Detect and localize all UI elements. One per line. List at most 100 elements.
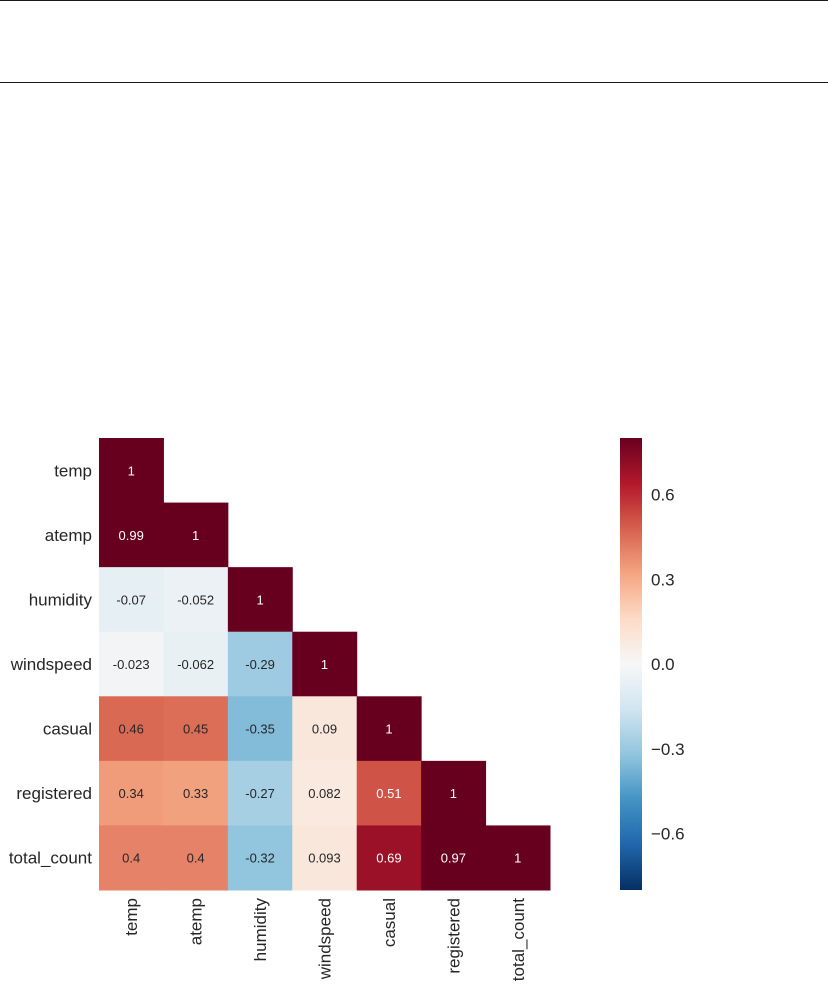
cell-annotation: 1 [128, 463, 135, 478]
cell-rect [227, 760, 293, 826]
y-tick-label: registered [16, 784, 92, 803]
heatmap-cell: 0.4 [99, 825, 164, 891]
bottom-rule [0, 82, 828, 83]
cell-annotation: 1 [450, 786, 457, 801]
y-tick-label: atemp [45, 526, 92, 545]
x-tick-label: atemp [187, 898, 206, 945]
x-tick-label: casual [380, 898, 399, 947]
cell-rect [356, 696, 422, 762]
x-axis-labels: temp atemp humidity windspeed casual register… [122, 898, 528, 982]
x-tick-label: windspeed [316, 898, 335, 980]
heatmap-cell: 0.51 [356, 760, 422, 826]
heatmap-cell: 0.093 [292, 825, 358, 891]
cell-annotation: 0.97 [441, 851, 466, 866]
cell-rect [227, 825, 293, 891]
cell-annotation: 0.09 [312, 722, 337, 737]
heatmap-cell: 1 [356, 696, 422, 762]
cell-rect [99, 502, 164, 568]
heatmap-cell: 1 [99, 438, 164, 504]
cell-annotation: 1 [385, 722, 392, 737]
heatmap-cell: -0.062 [163, 631, 229, 697]
colorbar-gradient [620, 438, 642, 890]
heatmap-cell: 0.082 [292, 760, 358, 826]
cell-rect [163, 567, 229, 633]
cell-annotation: -0.32 [245, 851, 275, 866]
cell-rect [421, 825, 487, 891]
heatmap-cell: 0.34 [99, 760, 164, 826]
cell-annotation: -0.023 [113, 657, 150, 672]
cell-annotation: -0.07 [116, 592, 146, 607]
colorbar: 0.6 0.3 0.0 −0.3 −0.6 [620, 438, 685, 890]
cell-rect [163, 631, 229, 697]
cell-annotation: -0.27 [245, 786, 275, 801]
cell-rect [227, 631, 293, 697]
heatmap-cell: -0.023 [99, 631, 164, 697]
cell-rect [99, 825, 164, 891]
cell-rect [292, 631, 358, 697]
cell-annotation: 0.69 [376, 851, 401, 866]
y-tick-label: windspeed [10, 655, 92, 674]
cell-rect [227, 567, 293, 633]
cell-annotation: 1 [321, 657, 328, 672]
y-tick-label: casual [43, 720, 92, 739]
heatmap-cell: 1 [227, 567, 293, 633]
y-tick-label: total_count [9, 849, 92, 868]
heatmap-cell: -0.27 [227, 760, 293, 826]
cell-annotation: 0.33 [183, 786, 208, 801]
cell-annotation: -0.062 [177, 657, 214, 672]
heatmap-cell: -0.29 [227, 631, 293, 697]
x-tick-label: total_count [509, 898, 528, 981]
cell-rect [356, 825, 422, 891]
cell-annotation: -0.052 [177, 592, 214, 607]
cell-rect [99, 760, 164, 826]
heatmap-cell: 0.4 [163, 825, 229, 891]
cell-rect [485, 825, 551, 891]
cell-annotation: 0.46 [119, 722, 144, 737]
cell-annotation: 0.45 [183, 722, 208, 737]
top-rule [0, 0, 828, 1]
colorbar-tick-label: −0.6 [651, 825, 685, 844]
y-tick-label: humidity [29, 590, 93, 609]
heatmap-cell: 0.99 [99, 502, 164, 568]
x-tick-label: humidity [251, 898, 270, 962]
y-tick-label: temp [54, 461, 92, 480]
cell-annotation: 0.34 [119, 786, 144, 801]
heatmap-cell: -0.35 [227, 696, 293, 762]
x-tick-label: temp [122, 898, 141, 936]
heatmap-cell: 0.45 [163, 696, 229, 762]
cell-rect [163, 696, 229, 762]
cell-rect [163, 502, 229, 568]
cell-rect [99, 567, 164, 633]
cell-rect [292, 760, 358, 826]
cell-rect [163, 760, 229, 826]
heatmap-cell: 1 [292, 631, 358, 697]
cell-rect [99, 631, 164, 697]
cell-rect [163, 825, 229, 891]
heatmap-cell: -0.052 [163, 567, 229, 633]
cell-rect [99, 438, 164, 504]
cell-rect [227, 696, 293, 762]
cell-annotation: 1 [192, 528, 199, 543]
heatmap-cell: 0.46 [99, 696, 164, 762]
heatmap-cell: 0.69 [356, 825, 422, 891]
y-axis-labels: temp atemp humidity windspeed casual register… [9, 461, 93, 867]
heatmap-cell: 1 [485, 825, 551, 891]
heatmap-cell: 1 [163, 502, 229, 568]
x-tick-label: registered [444, 898, 463, 974]
heatmap-cell: -0.32 [227, 825, 293, 891]
heatmap-cell: -0.07 [99, 567, 164, 633]
cell-rect [421, 760, 487, 826]
colorbar-tick-label: 0.0 [651, 655, 675, 674]
colorbar-tick-label: −0.3 [651, 740, 685, 759]
cell-annotation: 1 [256, 592, 263, 607]
cell-annotation: 0.4 [187, 851, 205, 866]
cell-annotation: -0.29 [245, 657, 275, 672]
heatmap-cell: 0.09 [292, 696, 358, 762]
cell-rect [356, 760, 422, 826]
cell-annotation: 0.4 [122, 851, 140, 866]
cell-rect [292, 825, 358, 891]
cell-annotation: 0.99 [119, 528, 144, 543]
heatmap-cell: 1 [421, 760, 487, 826]
heatmap-cell: 0.33 [163, 760, 229, 826]
